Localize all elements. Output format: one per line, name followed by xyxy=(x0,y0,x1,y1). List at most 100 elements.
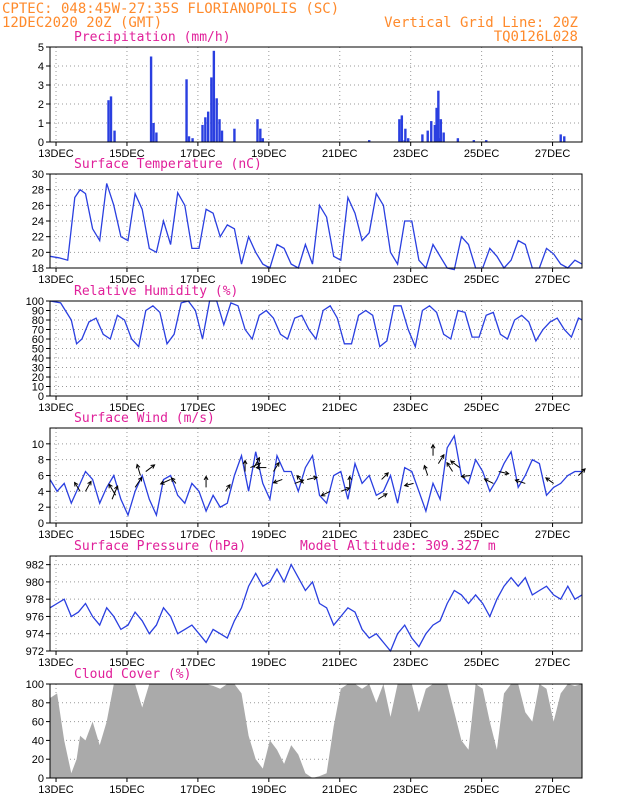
x-tick-label: 19DEC xyxy=(251,657,287,669)
x-tick-label: 13DEC xyxy=(38,402,74,414)
wind-arrow-head xyxy=(255,456,260,462)
header-grid-line: Vertical Grid Line: 20Z xyxy=(384,15,578,31)
panel-annotation: Model Altitude: 309.327 m xyxy=(300,539,496,554)
y-tick-label: 8 xyxy=(38,455,44,467)
x-tick-label: 25DEC xyxy=(464,657,500,669)
wind-arrow xyxy=(253,456,260,468)
panel-frame xyxy=(49,555,583,652)
y-tick-label: 100 xyxy=(26,679,44,691)
panel-5: Surface Pressure (hPa) Model Altitude: 30… xyxy=(26,539,583,669)
wind-arrow xyxy=(225,483,231,492)
wind-arrow-head xyxy=(430,443,436,449)
precip-bar xyxy=(152,123,155,142)
wind-arrow-shaft xyxy=(450,460,460,468)
wind-arrow xyxy=(437,453,445,464)
wind-arrow xyxy=(272,478,283,484)
x-tick-label: 27DEC xyxy=(535,274,571,286)
wind-arrow xyxy=(320,490,331,497)
wind-arrow xyxy=(446,461,453,472)
y-tick-label: 978 xyxy=(26,594,44,606)
wind-arrow-shaft xyxy=(515,479,526,484)
wind-arrow xyxy=(498,470,510,476)
precip-bar xyxy=(212,50,216,142)
wind-arrow-shaft xyxy=(74,482,81,492)
wind-arrow xyxy=(307,475,319,481)
precip-bar xyxy=(404,128,407,142)
precip-bar xyxy=(220,130,224,142)
y-tick-label: 60 xyxy=(32,717,44,729)
panel-frame xyxy=(49,683,583,779)
panel-1: Precipitation (mm/h) 0 1 2 3 4 5 13DEC 15DEC 17DE… xyxy=(38,30,583,160)
x-tick-label: 13DEC xyxy=(38,529,74,541)
wind-arrow-head xyxy=(483,478,489,483)
y-tick-label: 972 xyxy=(26,646,44,658)
x-tick-label: 19DEC xyxy=(251,402,287,414)
wind-arrow-head xyxy=(137,476,143,482)
y-tick-label: 982 xyxy=(26,560,44,572)
y-tick-label: 80 xyxy=(32,698,44,710)
y-tick-label: 0 xyxy=(38,773,44,785)
wind-arrow-shaft xyxy=(171,477,177,484)
wind-arrow-head xyxy=(449,460,455,465)
precip-bar xyxy=(442,132,445,142)
precip-bar xyxy=(259,128,262,142)
wind-arrow xyxy=(111,485,119,500)
x-tick-label: 21DEC xyxy=(322,402,358,414)
x-tick-label: 27DEC xyxy=(535,148,571,160)
y-tick-label: 2 xyxy=(38,99,44,111)
series-line xyxy=(49,563,583,653)
y-tick-label: 30 xyxy=(32,363,44,375)
y-tick-label: 40 xyxy=(32,735,44,747)
y-tick-label: 980 xyxy=(26,577,44,589)
y-tick-label: 50 xyxy=(32,344,44,356)
precip-bar xyxy=(439,119,443,142)
y-tick-label: 30 xyxy=(32,169,44,181)
x-tick-label: 15DEC xyxy=(109,274,145,286)
wind-arrow xyxy=(377,493,388,500)
x-tick-label: 17DEC xyxy=(180,148,216,160)
y-tick-label: 5 xyxy=(38,42,44,54)
wind-arrow-head xyxy=(384,472,389,477)
wind-arrow xyxy=(483,478,494,484)
panel-frame xyxy=(49,46,583,143)
x-tick-label: 15DEC xyxy=(109,402,145,414)
cloud-area xyxy=(50,684,582,778)
x-tick-label: 15DEC xyxy=(109,148,145,160)
wind-arrow xyxy=(347,475,353,488)
x-tick-label: 17DEC xyxy=(180,657,216,669)
wind-arrow-shaft xyxy=(321,490,331,497)
series-line xyxy=(49,300,583,349)
precip-bar xyxy=(113,130,116,142)
wind-arrow-head xyxy=(226,483,231,489)
wind-arrow-shaft xyxy=(484,478,494,484)
x-tick-label: 25DEC xyxy=(464,402,500,414)
wind-arrow-head xyxy=(135,463,141,469)
x-tick-label: 23DEC xyxy=(393,148,429,160)
wind-arrow-shaft xyxy=(545,477,554,484)
precip-bar xyxy=(421,134,424,142)
x-tick-label: 13DEC xyxy=(38,148,74,160)
wind-arrow xyxy=(403,482,414,488)
wind-arrow-head xyxy=(108,483,113,489)
precip-bar xyxy=(433,124,437,142)
wind-arrow xyxy=(423,464,429,476)
wind-arrow-head xyxy=(403,482,409,488)
y-tick-label: 28 xyxy=(32,185,44,197)
y-tick-label: 80 xyxy=(32,315,44,327)
precip-bar xyxy=(204,117,207,142)
y-tick-label: 0 xyxy=(38,137,44,149)
wind-arrow-shaft xyxy=(294,479,304,484)
precip-bar xyxy=(368,140,371,142)
wind-arrow-head xyxy=(440,453,445,459)
wind-arrow xyxy=(145,464,156,472)
wind-arrow-head xyxy=(150,464,156,469)
wind-arrow-head xyxy=(382,493,388,498)
wind-arrow-head xyxy=(545,477,550,482)
precip-bar xyxy=(155,132,158,142)
y-tick-label: 6 xyxy=(38,471,44,483)
precip-bar xyxy=(149,56,153,142)
wind-arrow-head xyxy=(514,478,520,484)
y-tick-label: 974 xyxy=(26,629,44,641)
precip-bar xyxy=(261,138,264,142)
wind-arrow-head xyxy=(275,461,280,467)
